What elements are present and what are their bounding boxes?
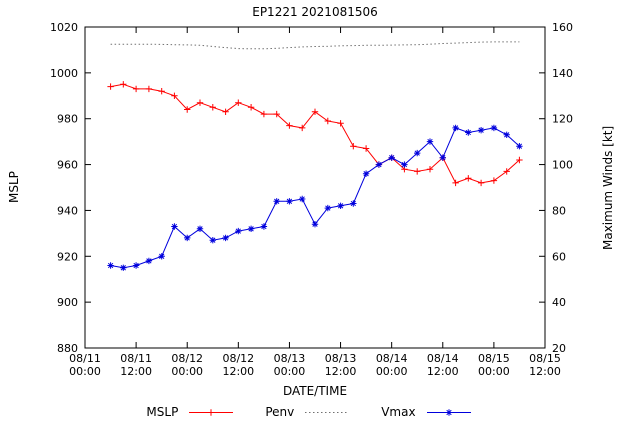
legend-sample-line-mslp <box>189 408 234 416</box>
series-line-vmax <box>110 127 520 269</box>
legend: MSLP Penv Vmax <box>0 405 619 419</box>
x-tick-label: 08/15 <box>478 352 510 365</box>
y-tick-label-right: 140 <box>552 67 573 80</box>
legend-label-penv: Penv <box>265 405 295 419</box>
y-tick-label-right: 40 <box>552 296 566 309</box>
y-tick-label-left: 880 <box>57 342 78 355</box>
y-tick-label-right: 20 <box>552 342 566 355</box>
x-tick-label: 08/13 <box>274 352 306 365</box>
legend-label-vmax: Vmax <box>381 405 416 419</box>
legend-label-mslp: MSLP <box>146 405 179 419</box>
y-tick-label-left: 940 <box>57 204 78 217</box>
x-tick-label: 08/12 <box>171 352 203 365</box>
y-tick-label-right: 60 <box>552 250 566 263</box>
x-tick-label: 00:00 <box>171 365 203 378</box>
y-tick-label-right: 120 <box>552 113 573 126</box>
x-tick-label: 12:00 <box>529 365 561 378</box>
x-tick-label: 08/14 <box>427 352 459 365</box>
x-tick-label: 08/14 <box>376 352 408 365</box>
y-tick-label-right: 80 <box>552 204 566 217</box>
legend-item-vmax: Vmax <box>381 405 472 419</box>
x-tick-label: 12:00 <box>427 365 459 378</box>
series-line-penv <box>110 41 520 50</box>
y-tick-label-right: 160 <box>552 21 573 34</box>
y-tick-label-left: 920 <box>57 250 78 263</box>
legend-sample-marker <box>445 408 452 416</box>
chart-title: EP1221 2021081506 <box>252 5 378 19</box>
series-markers-mslp <box>107 81 523 187</box>
y-tick-label-left: 980 <box>57 113 78 126</box>
x-tick-label: 00:00 <box>478 365 510 378</box>
x-tick-label: 12:00 <box>222 365 254 378</box>
y-tick-label-left: 1020 <box>50 21 78 34</box>
y-tick-label-left: 1000 <box>50 67 78 80</box>
x-tick-label: 08/13 <box>325 352 357 365</box>
x-tick-label: 12:00 <box>325 365 357 378</box>
x-tick-label: 00:00 <box>274 365 306 378</box>
y-tick-label-left: 960 <box>57 159 78 172</box>
legend-sample-marker <box>208 408 215 416</box>
x-tick-label: 08/11 <box>69 352 101 365</box>
x-tick-label: 12:00 <box>120 365 152 378</box>
x-tick-label: 08/12 <box>222 352 254 365</box>
legend-sample-line-penv <box>305 411 350 413</box>
series-line-mslp <box>110 83 520 184</box>
y-tick-label-right: 100 <box>552 159 573 172</box>
legend-sample-line-vmax <box>426 408 471 416</box>
x-tick-label: 00:00 <box>376 365 408 378</box>
y-tick-label-left: 900 <box>57 296 78 309</box>
x-tick-label: 08/15 <box>529 352 561 365</box>
legend-item-mslp: MSLP <box>146 405 235 419</box>
plot-border <box>84 26 546 349</box>
legend-item-penv: Penv <box>265 405 351 419</box>
x-tick-label: 00:00 <box>69 365 101 378</box>
x-tick-label: 08/11 <box>120 352 152 365</box>
series-markers-vmax <box>107 124 523 271</box>
x-axis-label: DATE/TIME <box>282 384 348 398</box>
